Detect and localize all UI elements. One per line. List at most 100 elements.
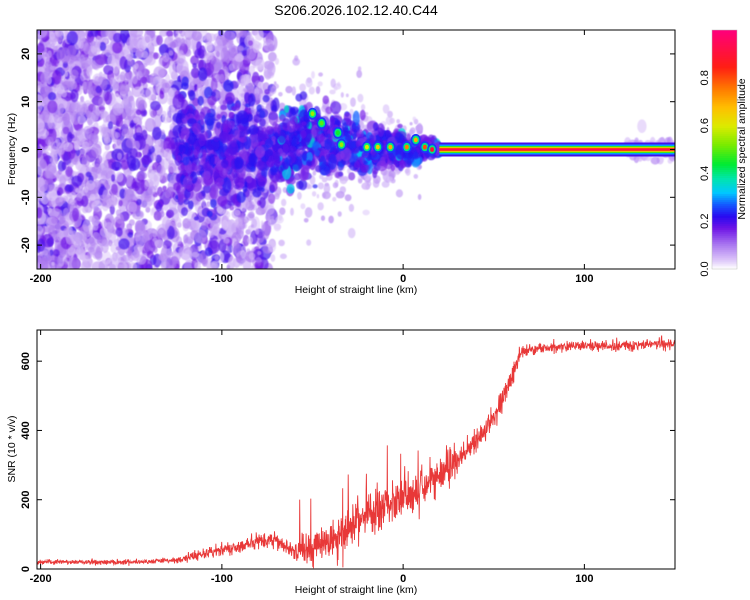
colorbar-step (712, 71, 737, 75)
heatmap-cell (355, 140, 361, 147)
colorbar-step (712, 79, 737, 83)
colorbar-step (712, 175, 737, 178)
colorbar-step (712, 105, 737, 109)
heatmap-cell (413, 174, 419, 179)
heatmap-cell (254, 58, 265, 71)
heatmap-cell (39, 158, 47, 170)
heatmap-cell (345, 93, 349, 98)
heatmap-cell (252, 188, 262, 198)
heatmap-cell (177, 164, 186, 171)
heatmap-cell (131, 70, 139, 85)
heatmap-cell (270, 215, 275, 220)
heatmap-x-tick-label: 0 (400, 273, 406, 285)
snr-frame (36, 329, 676, 570)
carrier-band (439, 148, 675, 151)
heatmap-cell (250, 166, 256, 172)
heatmap-cell (118, 238, 130, 250)
heatmap-cell (204, 42, 213, 52)
heatmap-cell (133, 132, 144, 141)
heatmap-cell (364, 112, 369, 116)
colorbar-step (712, 153, 737, 157)
heatmap-cell (163, 172, 169, 183)
heatmap-cell (208, 153, 215, 166)
heatmap-cell (306, 159, 312, 166)
heatmap-cell (59, 47, 71, 64)
heatmap-cell (372, 166, 379, 175)
heatmap-cell (37, 118, 45, 133)
heatmap-cell (285, 155, 293, 166)
heatmap-cell (304, 207, 313, 218)
heatmap-cell (286, 183, 295, 194)
heatmap-cell (228, 63, 235, 72)
colorbar-step (712, 171, 737, 174)
heatmap-cell (201, 199, 206, 207)
heatmap-cell (268, 193, 276, 205)
heatmap-cell (63, 227, 69, 237)
heatmap-cell (72, 207, 80, 222)
heatmap-cell (197, 59, 205, 71)
colorbar-step (712, 113, 737, 117)
heatmap-cell (241, 98, 246, 105)
heatmap-cell (395, 189, 403, 198)
heatmap-cell (227, 140, 239, 156)
heatmap-cell (99, 41, 107, 51)
heatmap-cell (328, 215, 334, 224)
heatmap-cell (302, 153, 307, 160)
heatmap-cell (193, 109, 199, 119)
heatmap-cell (126, 36, 135, 50)
heatmap-cell (104, 143, 111, 151)
heatmap-cell (222, 100, 227, 105)
heatmap-cell (232, 282, 238, 290)
heatmap-cell (257, 81, 263, 88)
heatmap-cell (236, 79, 241, 86)
heatmap-cell (82, 142, 92, 153)
heatmap-cell (62, 112, 70, 127)
heatmap-cell (228, 111, 235, 120)
heatmap-cell (119, 30, 130, 43)
heatmap-cell (85, 171, 92, 178)
colorbar-step (712, 225, 737, 228)
colorbar-step (712, 221, 737, 224)
heatmap-cell (267, 43, 275, 52)
heatmap-cell (80, 36, 86, 43)
heatmap-cell (105, 184, 111, 190)
heatmap-cell (275, 215, 284, 224)
heatmap-cell (116, 117, 124, 127)
heatmap-cell (155, 202, 162, 212)
heatmap-y-axis-label: Frequency (Hz) (6, 113, 18, 185)
heatmap-cell (114, 83, 120, 91)
heatmap-cell (340, 147, 352, 162)
snr-x-tick-label: -200 (30, 573, 52, 585)
heatmap-y-tick-label: 20 (20, 48, 32, 60)
heatmap-cell (352, 122, 356, 130)
heatmap-cell (306, 239, 312, 246)
heatmap-cell (237, 45, 244, 51)
heatmap-cell (58, 103, 65, 114)
heatmap-cell (203, 170, 211, 181)
heatmap-cell (112, 42, 123, 54)
heatmap-cell (132, 117, 139, 124)
colorbar-step (712, 135, 737, 139)
heatmap-cell (260, 220, 264, 226)
heatmap-cell (90, 40, 96, 46)
colorbar-step (712, 119, 737, 123)
heatmap-cell (168, 61, 176, 76)
heatmap-cell (194, 48, 205, 59)
heatmap-cell (98, 109, 108, 119)
heatmap-cell (248, 133, 261, 147)
heatmap-cell (322, 95, 330, 105)
heatmap-cell (209, 184, 219, 200)
heatmap-cell (350, 97, 356, 107)
heatmap-cell (377, 123, 385, 137)
heatmap-cell (357, 93, 364, 103)
colorbar-step (712, 217, 737, 220)
heatmap-cell (76, 192, 83, 202)
heatmap-cell (252, 44, 260, 53)
colorbar-step (712, 251, 737, 254)
heatmap-cell (316, 133, 325, 144)
heatmap-cell (215, 177, 225, 187)
colorbar-step (712, 241, 737, 244)
heatmap-cell (274, 57, 280, 65)
heatmap-cell (195, 192, 203, 202)
